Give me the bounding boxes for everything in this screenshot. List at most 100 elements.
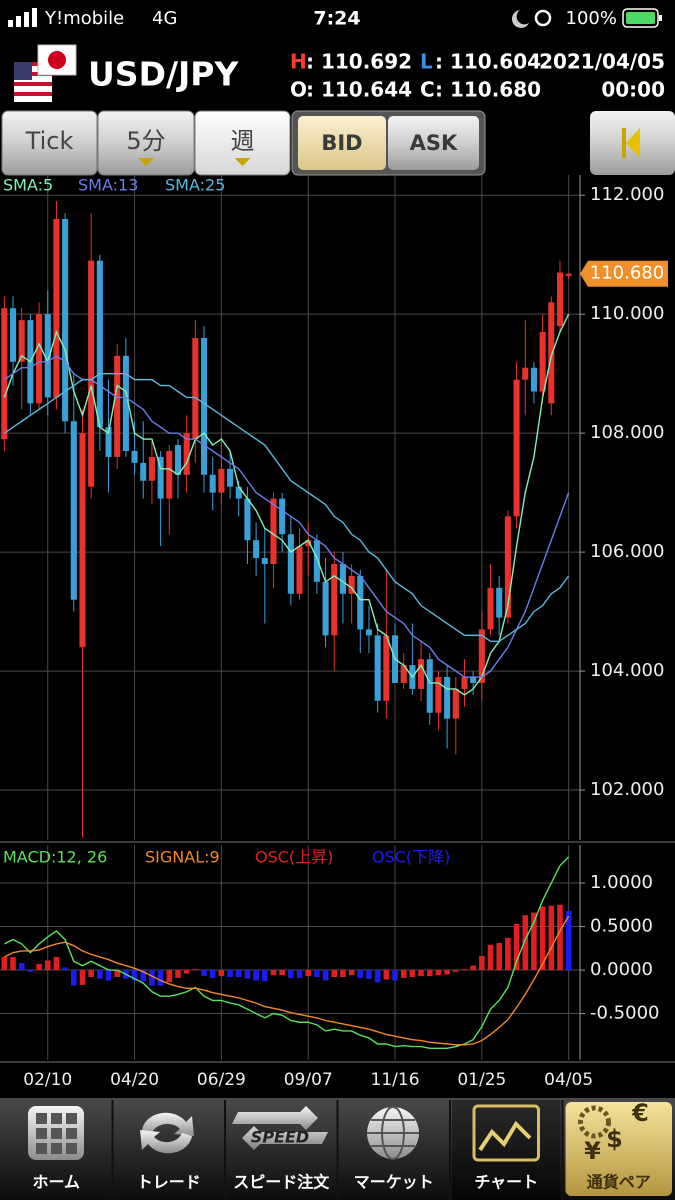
high-label: H	[290, 50, 307, 74]
osc-bar	[487, 944, 494, 971]
last-price-label: 110.680	[590, 263, 664, 284]
osc-bar	[357, 970, 364, 978]
period-button[interactable]	[194, 110, 291, 176]
candle-body	[244, 498, 251, 541]
osc-bar	[496, 943, 502, 971]
osc-bar	[262, 970, 268, 982]
tab-label[interactable]: 通貨ペア	[587, 1173, 651, 1192]
period-menu-indicator	[138, 158, 154, 166]
x-tick-label: 02/10	[23, 1070, 72, 1090]
speed-icon: SPEED	[232, 1106, 328, 1150]
signal-bar	[8, 20, 13, 27]
osc-bar	[314, 970, 320, 977]
candle-body	[148, 456, 155, 481]
legend-label: OSC(下降)	[372, 848, 450, 867]
osc-bar	[270, 970, 277, 976]
home-icon-cell	[51, 1113, 62, 1124]
pair-flag	[14, 44, 77, 102]
low-value: : 110.604	[435, 50, 541, 74]
osc-bar	[340, 970, 346, 977]
osc-bar	[88, 970, 94, 977]
period-label: Tick	[25, 127, 74, 155]
tab-label[interactable]: ホーム	[32, 1173, 80, 1192]
high-value: : 110.692	[306, 50, 412, 74]
jp-sun	[48, 51, 66, 69]
candle-body	[36, 314, 43, 404]
candle-body	[105, 427, 112, 457]
y-tick-label: 0.5000	[590, 916, 653, 937]
x-tick-label: 11/16	[371, 1070, 420, 1090]
legend-label: MACD:12, 26	[3, 848, 107, 867]
battery-icon	[622, 8, 659, 28]
candle-body	[174, 445, 182, 475]
candle-body	[357, 575, 364, 630]
candle-body	[235, 486, 242, 499]
home-icon-cell	[66, 1113, 77, 1124]
tab-label[interactable]: トレード	[137, 1173, 201, 1192]
osc-bar	[331, 970, 338, 977]
candle-body	[270, 498, 277, 565]
osc-bar	[192, 969, 199, 971]
x-tick-label: 09/07	[284, 1070, 333, 1090]
tab-label[interactable]: チャート	[474, 1173, 538, 1192]
tab-selected-bg[interactable]	[452, 1100, 561, 1200]
candle-body	[18, 320, 25, 362]
currency-symbol: $	[606, 1125, 623, 1153]
period-button[interactable]	[1, 110, 98, 176]
osc-bar	[305, 970, 311, 977]
osc-bar	[253, 970, 259, 981]
moon-icon	[511, 10, 529, 28]
osc-bar	[288, 970, 294, 978]
tab-icons: SPEED	[28, 1106, 419, 1160]
candle-body	[556, 272, 564, 327]
currency-symbol: €	[631, 1099, 649, 1127]
osc-bar	[62, 967, 68, 971]
osc-bar	[548, 905, 555, 971]
osc-bar	[18, 963, 25, 971]
tab-special-bg[interactable]	[565, 1102, 673, 1196]
candle-body	[313, 540, 320, 582]
y-tick-label: 0.0000	[590, 959, 653, 980]
collapse-button[interactable]	[590, 111, 675, 175]
side-button[interactable]	[388, 116, 479, 170]
candle-body	[70, 421, 77, 600]
candle-body	[452, 688, 459, 719]
candle-body	[522, 367, 529, 380]
y-tick-label: 104.000	[590, 660, 664, 681]
tab-label[interactable]: マーケット	[354, 1173, 434, 1192]
osc-bar	[383, 970, 390, 980]
osc-bar	[114, 970, 120, 977]
candle-body	[496, 587, 503, 618]
bar-date: 2021/04/05	[539, 50, 665, 74]
battery-level	[626, 12, 655, 24]
pair-name: USD/JPY	[88, 55, 239, 94]
currency-symbol: ¥	[584, 1137, 601, 1165]
candle-body	[114, 355, 121, 457]
y-tick-label: 1.0000	[590, 872, 653, 893]
flag-stripe	[14, 92, 52, 96]
osc-bar	[513, 923, 520, 971]
osc-bar	[183, 970, 190, 974]
candle-body	[166, 450, 173, 499]
side-button[interactable]	[298, 116, 386, 170]
osc-bar	[149, 970, 155, 986]
x-tick-label: 04/20	[110, 1070, 159, 1090]
candle-body	[365, 629, 373, 636]
tab-label[interactable]: スピード注文	[233, 1173, 330, 1192]
close-label: C	[420, 78, 435, 102]
candle-body	[44, 314, 51, 398]
osc-bar	[539, 906, 546, 971]
osc-bar	[36, 963, 42, 971]
osc-bar	[44, 960, 51, 971]
candle-body	[548, 302, 555, 404]
period-label: 5分	[126, 127, 165, 155]
home-icon-cell	[66, 1143, 77, 1154]
y-tick-label: 108.000	[590, 422, 664, 443]
home-icon-cell	[36, 1113, 47, 1124]
osc-bar	[505, 937, 511, 971]
macd-line	[4, 915, 570, 1046]
period-button[interactable]	[97, 110, 195, 176]
candle-body	[62, 219, 69, 422]
close-value: : 110.680	[435, 78, 541, 102]
candle-body	[261, 558, 268, 565]
